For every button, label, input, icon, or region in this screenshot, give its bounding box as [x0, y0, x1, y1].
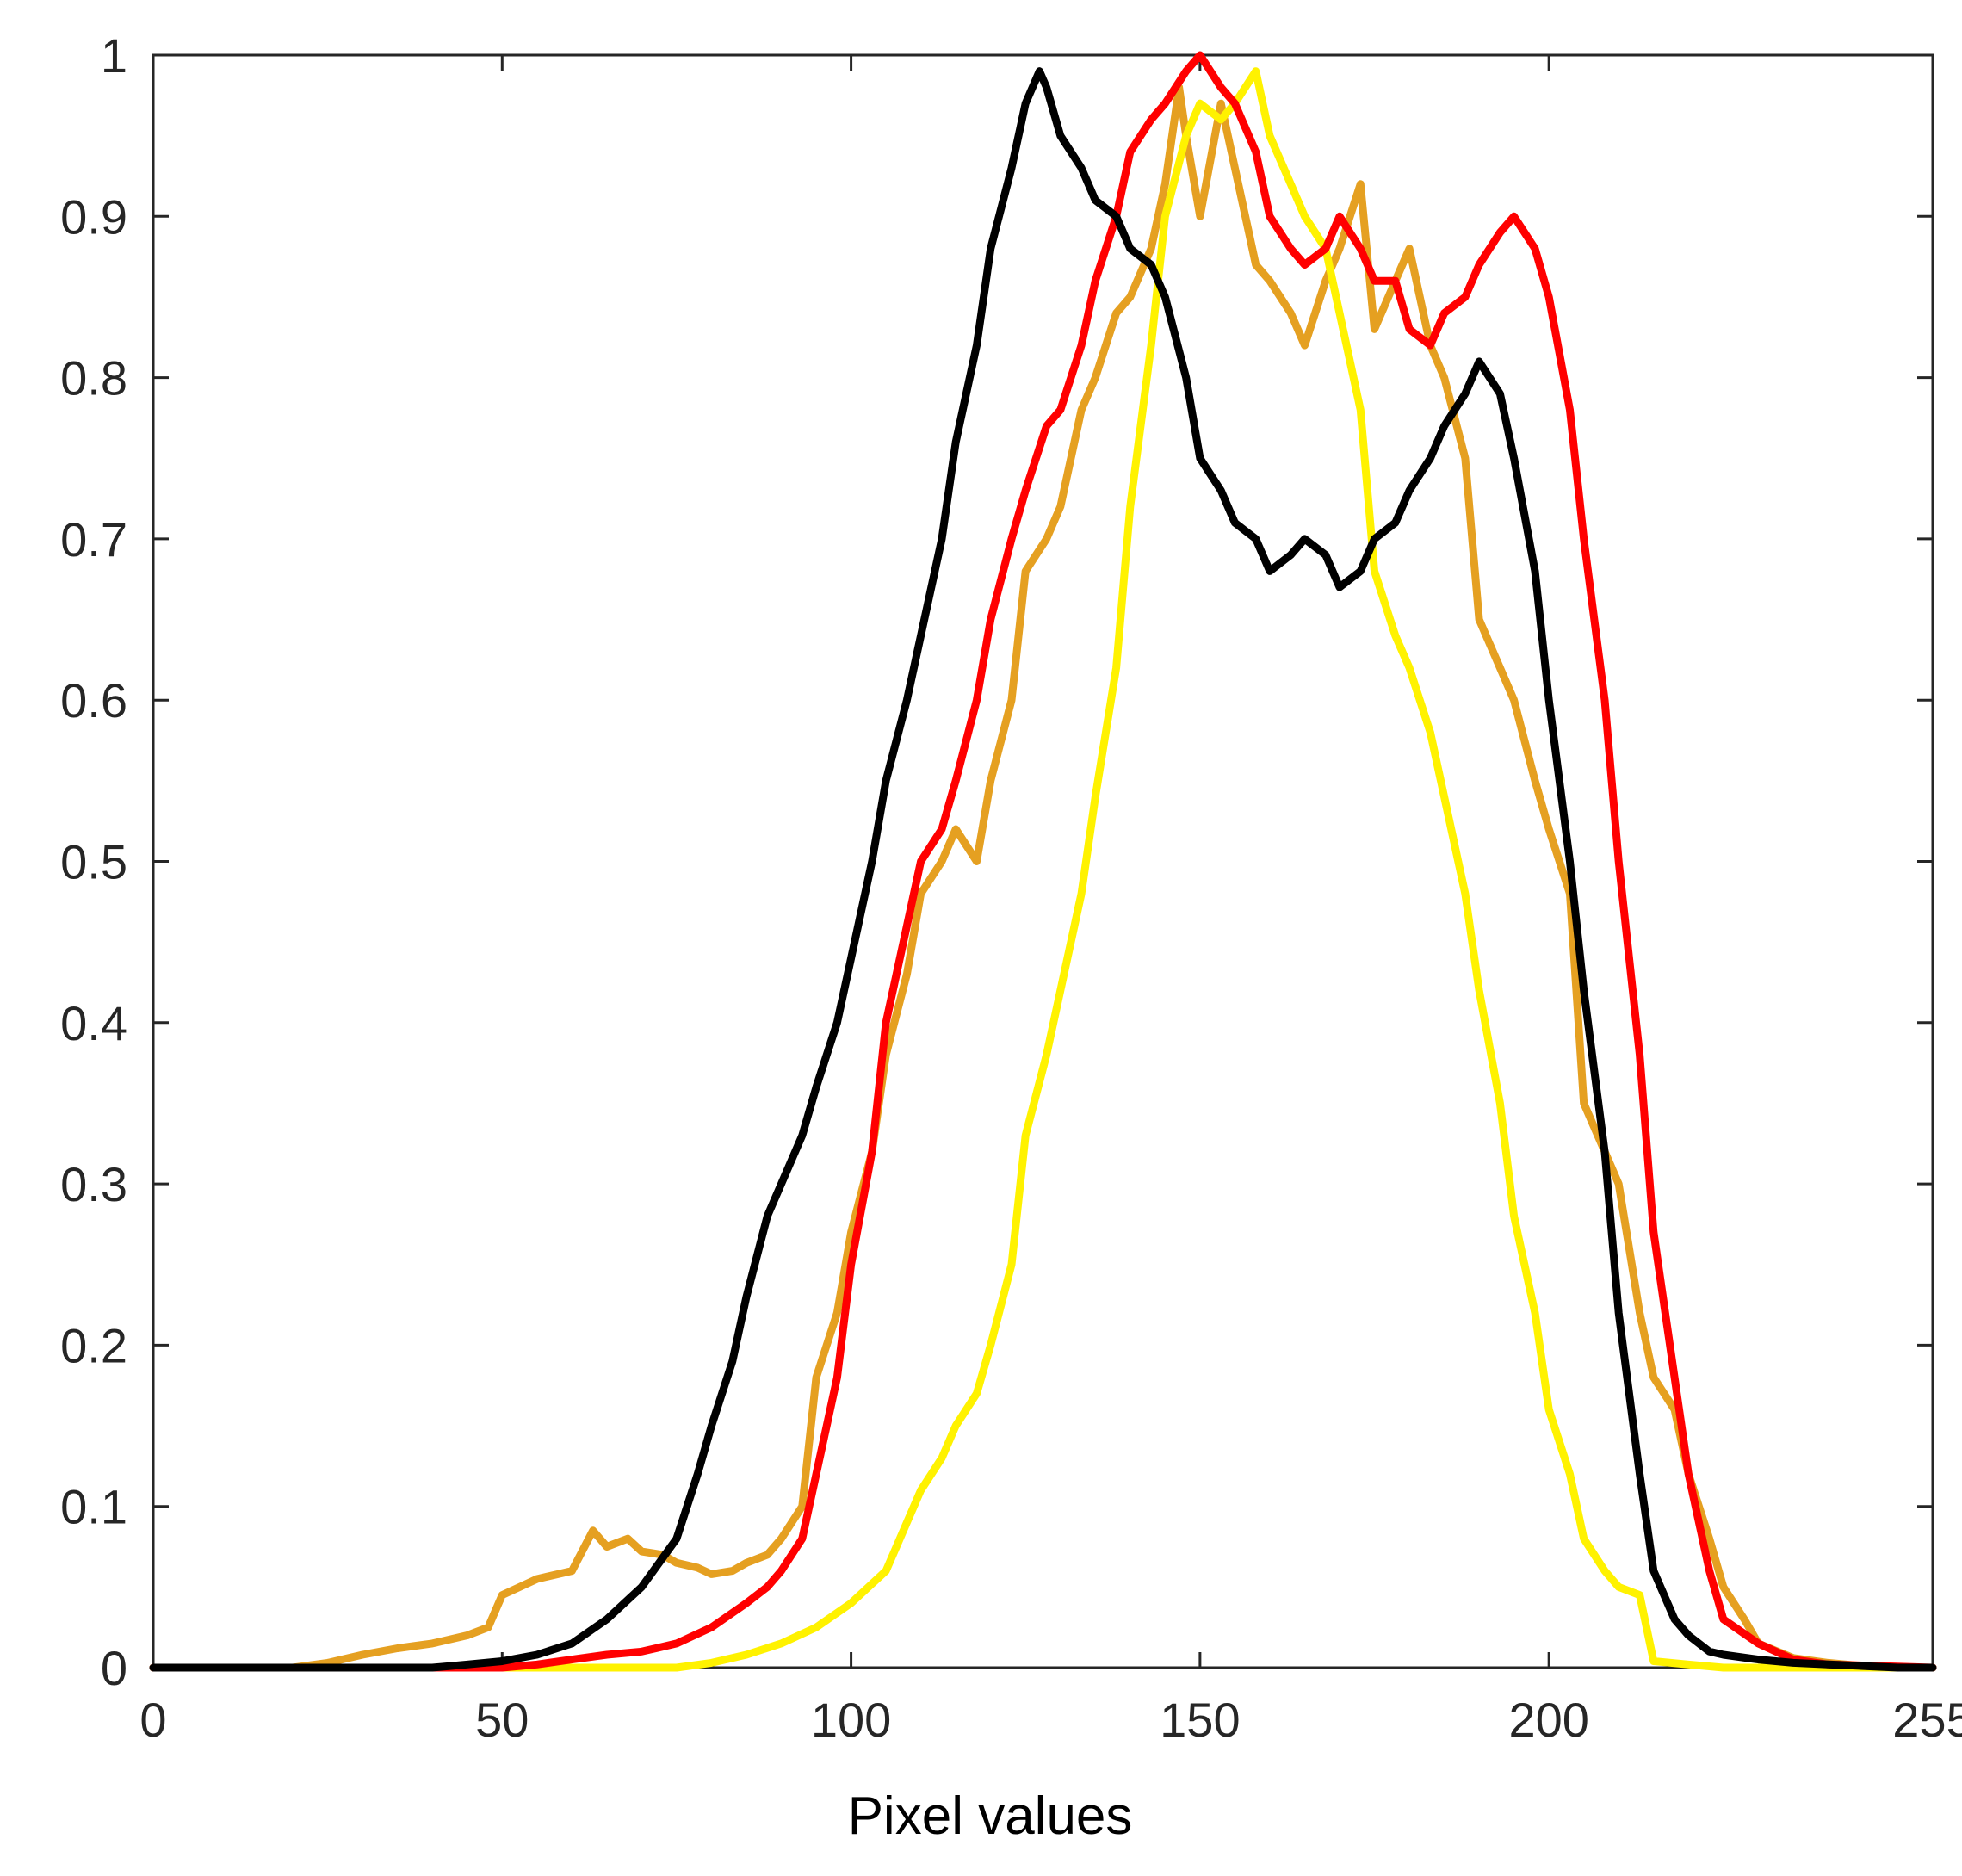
series-group — [149, 51, 1937, 1672]
series-line-yellow — [149, 67, 1937, 1672]
y-tick-label: 0.4 — [60, 996, 127, 1050]
x-tick-label: 200 — [1508, 1693, 1588, 1747]
x-axis-title: Pixel values — [848, 1786, 1133, 1846]
y-tick-label: 0.3 — [60, 1157, 127, 1211]
y-axis-ticks: 0 0.1 0.2 0.3 0.4 0.5 0.6 0.7 0.8 0.9 1 — [60, 28, 1933, 1695]
y-tick-label: 1 — [101, 28, 127, 83]
x-tick-label: 0 — [139, 1693, 166, 1747]
series-line-black — [149, 67, 1937, 1672]
series-line-red — [149, 51, 1937, 1672]
x-tick-label: 50 — [475, 1693, 529, 1747]
x-tick-label: 150 — [1160, 1693, 1240, 1747]
y-tick-label: 0.5 — [60, 835, 127, 889]
y-tick-label: 0.7 — [60, 512, 127, 567]
plot-border — [152, 53, 1934, 1669]
series-line-orange — [149, 84, 1937, 1672]
y-tick-label: 0.1 — [60, 1480, 127, 1534]
y-tick-label: 0.8 — [60, 351, 127, 406]
x-axis-ticks: 0 50 100 150 200 255 — [139, 55, 1962, 1747]
x-tick-label: 255 — [1892, 1693, 1962, 1747]
y-tick-label: 0.2 — [60, 1318, 127, 1372]
y-tick-label: 0.6 — [60, 673, 127, 727]
x-tick-label: 100 — [811, 1693, 891, 1747]
plot-frame — [152, 53, 1934, 1669]
y-tick-label: 0.9 — [60, 189, 127, 244]
y-tick-label: 0 — [101, 1641, 127, 1695]
